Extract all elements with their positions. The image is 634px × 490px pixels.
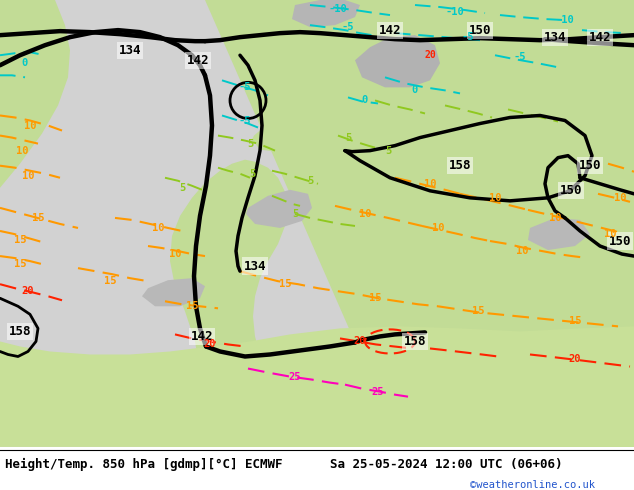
Text: 5: 5 bbox=[179, 183, 185, 193]
Text: 0: 0 bbox=[412, 85, 418, 96]
Text: 134: 134 bbox=[243, 260, 266, 272]
Text: -5: -5 bbox=[239, 82, 251, 93]
Text: 15: 15 bbox=[14, 235, 26, 245]
Text: 20: 20 bbox=[22, 286, 34, 296]
Text: 150: 150 bbox=[609, 235, 631, 247]
Text: 15: 15 bbox=[569, 317, 581, 326]
Text: -5: -5 bbox=[462, 32, 474, 42]
Polygon shape bbox=[160, 0, 634, 447]
Text: 10: 10 bbox=[23, 121, 36, 130]
Text: 0: 0 bbox=[362, 96, 368, 105]
Text: 15: 15 bbox=[472, 306, 484, 317]
Text: 10: 10 bbox=[515, 246, 528, 256]
Text: 142: 142 bbox=[589, 31, 611, 44]
Text: 142: 142 bbox=[187, 54, 209, 67]
Text: 0: 0 bbox=[22, 58, 28, 68]
Polygon shape bbox=[246, 190, 312, 228]
Text: 15: 15 bbox=[32, 213, 44, 223]
Text: 142: 142 bbox=[378, 24, 401, 37]
Text: 15: 15 bbox=[369, 293, 381, 303]
Text: 10: 10 bbox=[614, 193, 626, 203]
Text: 5: 5 bbox=[307, 176, 313, 186]
Text: -5: -5 bbox=[342, 22, 354, 32]
Text: 150: 150 bbox=[469, 24, 491, 37]
Polygon shape bbox=[355, 35, 440, 87]
Text: 5: 5 bbox=[292, 209, 298, 219]
Polygon shape bbox=[252, 120, 292, 151]
Text: 10: 10 bbox=[549, 213, 561, 223]
Text: 20: 20 bbox=[569, 353, 581, 364]
Polygon shape bbox=[142, 278, 205, 306]
Text: -5: -5 bbox=[514, 52, 526, 62]
Text: 15: 15 bbox=[14, 259, 26, 269]
Text: 10: 10 bbox=[604, 229, 616, 239]
Text: Sa 25-05-2024 12:00 UTC (06+06): Sa 25-05-2024 12:00 UTC (06+06) bbox=[330, 459, 562, 471]
Text: 20: 20 bbox=[424, 50, 436, 60]
Text: 20: 20 bbox=[354, 337, 366, 346]
Text: 25: 25 bbox=[372, 387, 384, 396]
Polygon shape bbox=[528, 218, 590, 250]
Text: Height/Temp. 850 hPa [gdmp][°C] ECMWF: Height/Temp. 850 hPa [gdmp][°C] ECMWF bbox=[5, 458, 283, 471]
Text: 10: 10 bbox=[424, 179, 436, 189]
Text: 134: 134 bbox=[544, 31, 566, 44]
Text: 25: 25 bbox=[288, 371, 301, 382]
Text: -5: -5 bbox=[239, 116, 251, 125]
Text: 10: 10 bbox=[489, 193, 501, 203]
Text: 10: 10 bbox=[169, 249, 181, 259]
Polygon shape bbox=[0, 0, 70, 188]
Text: 10: 10 bbox=[359, 209, 372, 219]
Text: 5: 5 bbox=[249, 169, 255, 179]
Text: 142: 142 bbox=[191, 330, 213, 343]
Text: -10: -10 bbox=[555, 15, 574, 25]
Text: 10: 10 bbox=[16, 146, 29, 156]
Text: 158: 158 bbox=[404, 335, 426, 348]
Text: -10: -10 bbox=[328, 4, 347, 14]
Text: 20: 20 bbox=[204, 340, 216, 349]
Text: 158: 158 bbox=[449, 159, 471, 172]
Text: 134: 134 bbox=[119, 44, 141, 57]
Text: 15: 15 bbox=[279, 279, 291, 289]
Text: 150: 150 bbox=[560, 184, 582, 197]
Polygon shape bbox=[0, 326, 634, 447]
Text: 5: 5 bbox=[247, 139, 253, 148]
Text: 10: 10 bbox=[152, 223, 164, 233]
Text: 15: 15 bbox=[104, 276, 116, 286]
Text: 5: 5 bbox=[385, 146, 391, 156]
Text: 158: 158 bbox=[9, 325, 31, 338]
Text: -10: -10 bbox=[446, 7, 464, 17]
Text: 5: 5 bbox=[345, 133, 351, 143]
Polygon shape bbox=[292, 0, 360, 27]
Text: 150: 150 bbox=[579, 159, 601, 172]
Text: 15: 15 bbox=[186, 301, 198, 311]
Text: 10: 10 bbox=[22, 171, 34, 181]
Text: 10: 10 bbox=[432, 223, 444, 233]
Text: ©weatheronline.co.uk: ©weatheronline.co.uk bbox=[470, 480, 595, 490]
